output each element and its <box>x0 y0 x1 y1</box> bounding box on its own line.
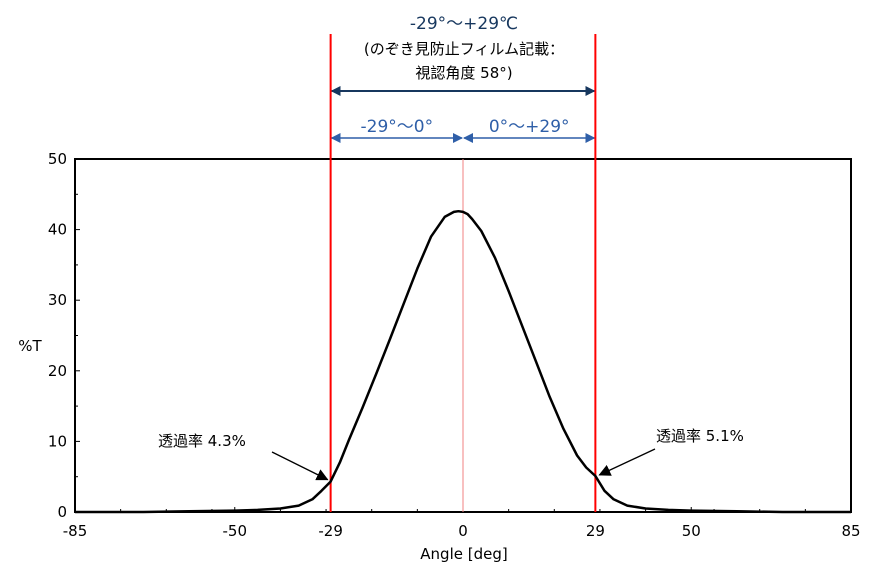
y-tick-label: 0 <box>57 503 67 521</box>
x-tick-label: 29 <box>586 522 605 540</box>
callout-right-arrow <box>598 448 656 476</box>
reference-lines <box>329 34 597 512</box>
annotation-subtitle-1: (のぞき見防止フィルム記載： <box>364 40 564 58</box>
callout-left-arrow <box>271 451 329 481</box>
x-tick-label: 0 <box>458 522 468 540</box>
y-axis-label: %T <box>18 337 42 355</box>
x-tick-label: -29 <box>318 522 343 540</box>
y-tick-label: 10 <box>48 432 67 450</box>
x-tick-label: 85 <box>841 522 860 540</box>
range-left-label: -29°～0° <box>361 117 434 137</box>
x-tick-label: 50 <box>682 522 701 540</box>
range-right-label: 0°～+29° <box>489 117 570 137</box>
x-axis-ticks: -85 -50 -29 0 29 50 85 <box>63 507 861 540</box>
y-tick-label: 20 <box>48 362 67 380</box>
transmittance-curve <box>75 209 851 514</box>
y-tick-label: 40 <box>48 221 67 239</box>
y-tick-label: 30 <box>48 291 67 309</box>
x-tick-label: -50 <box>223 522 248 540</box>
callout-right-label: 透過率 5.1% <box>656 427 744 445</box>
callout-left-label: 透過率 4.3% <box>158 432 246 450</box>
annotation-subtitle-2: 視認角度 58°) <box>415 64 512 82</box>
x-axis-label: Angle [deg] <box>420 545 507 563</box>
y-axis-ticks: 0 10 20 30 40 50 <box>48 150 80 521</box>
x-tick-label: -85 <box>63 522 88 540</box>
annotation-title: -29°～+29℃ <box>410 14 518 34</box>
y-tick-label: 50 <box>48 150 67 168</box>
